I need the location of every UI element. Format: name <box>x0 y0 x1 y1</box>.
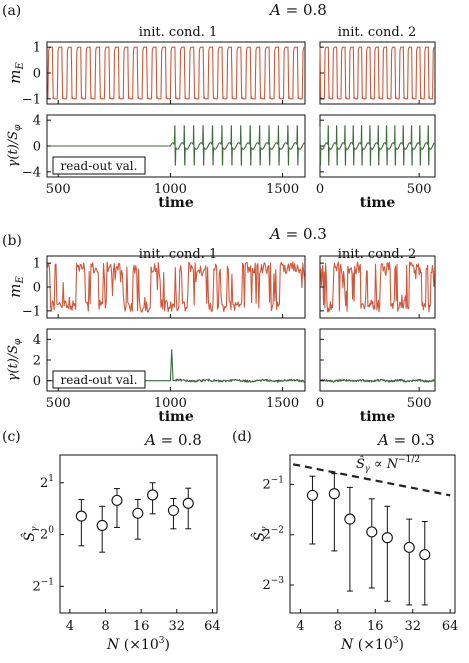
panel-c-ytick-label-0: 2−1 <box>32 577 54 594</box>
panel-a-r0-c0-series <box>46 46 306 100</box>
panel-d-ytick-label-2: 2−1 <box>262 475 284 492</box>
panel-d-xtick-label-2: 16 <box>367 619 384 634</box>
panel-label-b: (b) <box>2 233 22 249</box>
panel-a-r1-c0-series <box>46 125 306 166</box>
panel-a-col2-title: init. cond. 2 <box>338 25 417 40</box>
panel-b-r0-c0-series <box>46 261 306 313</box>
panel-d-ytick-label-0: 2−3 <box>262 576 284 593</box>
panel-d-point-0 <box>306 489 318 501</box>
panel-a-r1-c0-ytick-label-0: −4 <box>22 165 41 180</box>
panel-b-r1-c1-xtick-label-1: 500 <box>407 396 432 411</box>
panel-c-xtick-label-3: 32 <box>168 619 185 634</box>
panel-c-ytick-label-1: 20 <box>40 526 54 543</box>
panel-b-r1-c0-xtick-label-1: 1000 <box>154 396 187 411</box>
panel-c-title: A = 0.8 <box>143 431 202 449</box>
panel-d-frame <box>289 454 456 614</box>
panel-d-title: A = 0.3 <box>376 431 435 449</box>
panel-b-r0-c0-ytick-label-1: 0 <box>33 281 41 296</box>
panel-label-d: (d) <box>232 429 252 445</box>
panel-a-r1-c1-xlabel: time <box>360 195 396 211</box>
panel-b-readout-box <box>52 370 146 389</box>
panel-c-xtick-label-2: 16 <box>133 619 150 634</box>
panel-a-r1-c1-series <box>319 125 436 166</box>
panel-d-ylabel: Ŝγ <box>250 526 270 542</box>
panel-a-r1-c0-ytick-label-2: 4 <box>33 114 41 129</box>
panel-d-ytick-label-1: 2−2 <box>262 526 284 543</box>
panel-a-r0-c0-ytick-label-1: 0 <box>33 67 41 82</box>
panel-c-xtick-label-0: 4 <box>66 619 74 634</box>
panel-b-col2-title: init. cond. 2 <box>338 247 417 262</box>
panel-b-r1-c1-series <box>319 378 436 383</box>
panel-d-reference-line <box>292 463 451 497</box>
panel-a-ylabel-gamma: γ(t)/Sφ <box>6 124 23 167</box>
panel-d-xtick-label-0: 4 <box>296 619 304 634</box>
panel-d-xlabel: N (×103) <box>340 636 404 653</box>
panel-b-title: A = 0.3 <box>268 225 327 243</box>
panel-b-r1-c1-frame <box>319 328 436 392</box>
panel-a-title: A = 0.8 <box>268 1 327 19</box>
panel-d-xtick-label-4: 64 <box>442 619 459 634</box>
panel-a-r1-c1-xtick-label-1: 500 <box>407 182 432 197</box>
panel-b-r1-c1-xtick-label-0: 0 <box>316 396 324 411</box>
panel-c-xtick-label-1: 8 <box>101 619 109 634</box>
panel-b-col1-title: init. cond. 1 <box>139 247 218 262</box>
panel-d-point-5 <box>403 541 415 553</box>
panel-b-ylabel-m: mE <box>6 276 26 298</box>
panel-c-point-0 <box>75 510 87 522</box>
panel-d-annotation: Ŝγ ∝ N−1/2 <box>356 455 420 473</box>
panel-label-c: (c) <box>2 429 21 445</box>
panel-d-xtick-label-1: 8 <box>334 619 342 634</box>
panel-d-point-3 <box>366 526 378 538</box>
panel-c-point-6 <box>182 497 194 509</box>
panel-a-readout-box <box>52 156 146 175</box>
panel-c-ytick-label-2: 21 <box>40 474 54 491</box>
panel-c-xlabel: N (×103) <box>106 636 170 653</box>
panel-b-r1-c0-ytick-label-1: 2 <box>33 354 41 369</box>
panel-b-r0-c0-ytick-label-0: −1 <box>22 304 41 319</box>
panel-a-r1-c0-ytick-label-1: 0 <box>33 140 41 155</box>
panel-a-r1-c0-xlabel: time <box>158 195 194 211</box>
panel-b-r0-c1-series <box>319 261 436 313</box>
panel-a-r0-c0-ytick-label-0: −1 <box>22 92 41 107</box>
panel-c-xtick-label-4: 64 <box>204 619 221 634</box>
panel-c-point-4 <box>147 489 159 501</box>
panel-a-r0-c0-ytick-label-2: 1 <box>33 41 41 56</box>
panel-a-r1-c0-xtick-label-2: 1500 <box>266 182 299 197</box>
panel-b-r1-c0-ytick-label-0: 0 <box>33 374 41 389</box>
panel-c-ylabel: Ŝγ <box>20 526 40 542</box>
panel-d-xtick-label-3: 32 <box>404 619 421 634</box>
panel-d-point-4 <box>381 532 393 544</box>
panel-a-r1-c1-xtick-label-0: 0 <box>316 182 324 197</box>
panel-label-a: (a) <box>2 3 21 19</box>
panel-b-readout-label: read-out val. <box>61 373 138 387</box>
panel-b-r1-c0-xlabel: time <box>158 409 194 425</box>
panel-a-r1-c0-xtick-label-0: 500 <box>46 182 71 197</box>
panel-d-point-6 <box>419 549 431 561</box>
panel-b-ylabel-gamma: γ(t)/Sφ <box>6 338 23 381</box>
panel-a-r0-c1-series <box>319 46 436 100</box>
panel-d-point-2 <box>344 513 356 525</box>
panel-a-ylabel-m: mE <box>6 62 26 84</box>
panel-a-r1-c0-xtick-label-1: 1000 <box>154 182 187 197</box>
panel-c-point-1 <box>96 519 108 531</box>
panel-b-r1-c0-xtick-label-0: 500 <box>46 396 71 411</box>
panel-d-point-1 <box>328 488 340 500</box>
panel-a-readout-label: read-out val. <box>61 159 138 173</box>
panel-a-col1-title: init. cond. 1 <box>139 25 218 40</box>
panel-b-r1-c0-ytick-label-2: 4 <box>33 333 41 348</box>
panel-c-point-3 <box>132 507 144 519</box>
panel-b-r1-c0-xtick-label-2: 1500 <box>266 396 299 411</box>
panel-c-point-2 <box>111 494 123 506</box>
panel-b-r0-c0-ytick-label-2: 1 <box>33 257 41 272</box>
panel-c-frame <box>59 454 218 614</box>
panel-b-r1-c1-xlabel: time <box>360 409 396 425</box>
panel-c-point-5 <box>167 504 180 517</box>
